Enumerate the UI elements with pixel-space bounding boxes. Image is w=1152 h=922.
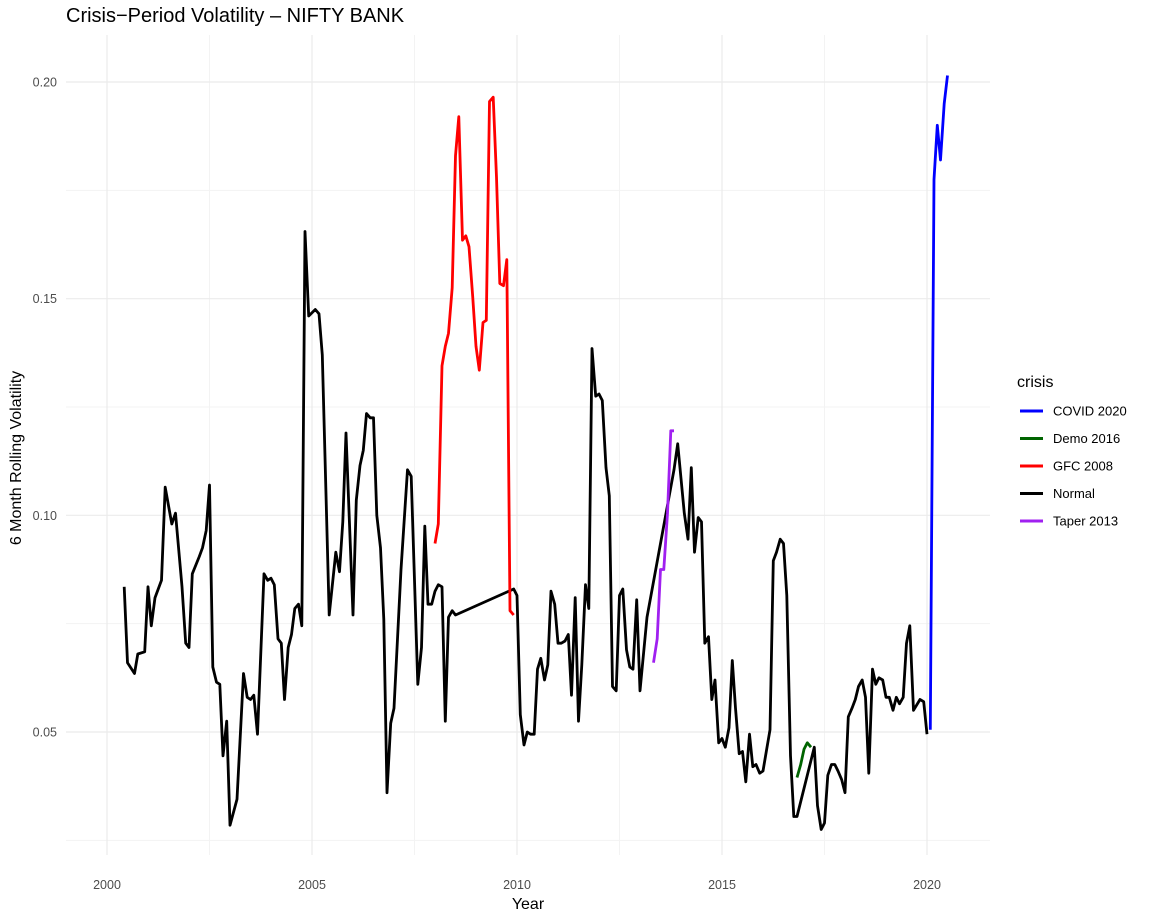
legend-item: COVID 2020 [1020,404,1127,419]
legend-label: Demo 2016 [1053,431,1120,446]
y-axis-ticks: 0.05 0.10 0.15 0.20 [33,76,57,740]
x-axis-ticks: 2000 2005 2010 2015 2020 [93,878,941,892]
y-axis-title: 6 Month Rolling Volatility [8,371,25,545]
y-tick-label: 0.10 [33,509,57,523]
legend-item: Demo 2016 [1020,431,1120,446]
x-tick-label: 2010 [503,878,531,892]
legend-label: COVID 2020 [1053,404,1127,419]
series-lines [122,75,949,831]
series-line-normal [122,230,929,831]
x-axis-title: Year [512,896,545,913]
legend-item: Taper 2013 [1020,514,1118,529]
series-line-demo-2016 [795,741,813,778]
y-tick-label: 0.20 [33,76,57,90]
y-tick-label: 0.05 [33,726,57,740]
x-tick-label: 2015 [708,878,736,892]
series-line-covid-2020 [928,75,949,730]
series-line-gfc-2008 [433,95,515,616]
legend-title: crisis [1017,374,1053,391]
x-tick-label: 2020 [913,878,941,892]
x-tick-label: 2000 [93,878,121,892]
y-tick-label: 0.15 [33,292,57,306]
x-tick-label: 2005 [298,878,326,892]
legend-label: Normal [1053,486,1095,501]
series-line-taper-2013 [652,429,674,663]
minor-gridlines [66,35,990,855]
legend-item: Normal [1020,486,1095,501]
chart-title: Crisis−Period Volatility – NIFTY BANK [66,5,405,27]
legend-label: Taper 2013 [1053,514,1118,529]
legend: crisis COVID 2020 Demo 2016 GFC 2008 Normal… [1017,374,1127,529]
major-gridlines [66,35,990,855]
legend-label: GFC 2008 [1053,459,1113,474]
legend-item: GFC 2008 [1020,459,1113,474]
